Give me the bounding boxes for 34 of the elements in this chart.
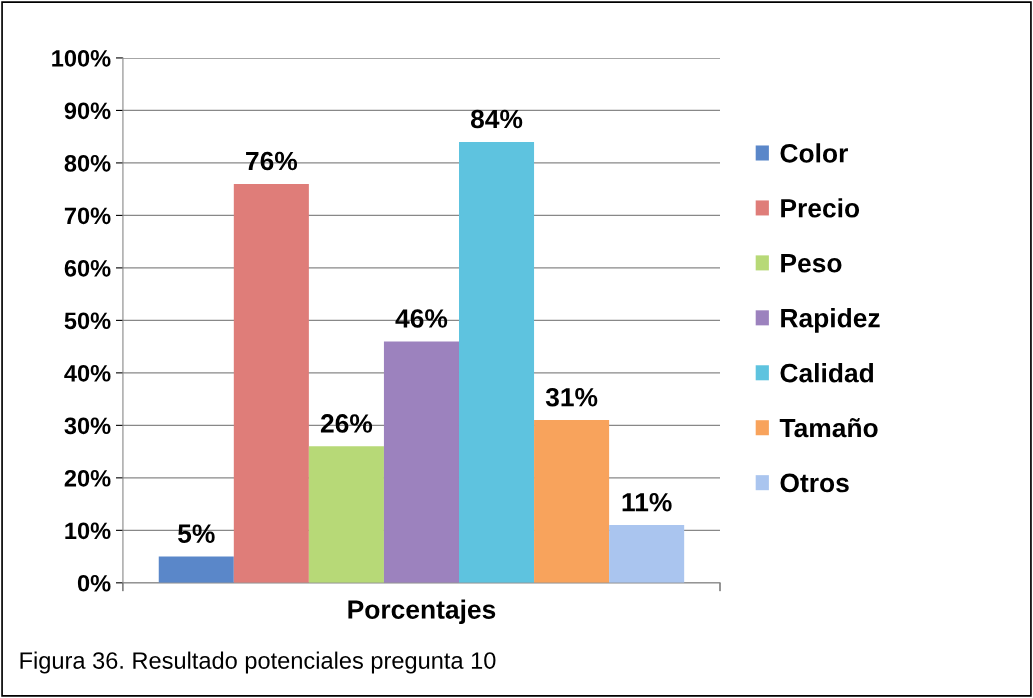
y-tick-label: 30% [64, 417, 111, 435]
y-tick-label: 90% [64, 102, 111, 120]
y-tick-label: 50% [64, 312, 111, 330]
data-label: 46% [395, 309, 448, 328]
text: Figura 36. Resultado potenciales pregunta 10 [20, 651, 496, 674]
y-tick-label: 60% [64, 259, 111, 277]
legend-label: Calidad [780, 363, 874, 383]
y-tick-label: 70% [64, 207, 111, 225]
data-label: 26% [320, 414, 373, 433]
data-label: 31% [545, 387, 598, 407]
bar [383, 341, 459, 583]
x-tick-label: Porcentajes [348, 599, 496, 625]
legend-label: Peso [781, 254, 842, 273]
bar [534, 420, 610, 583]
y-tick-label: 10% [65, 522, 111, 540]
legend-label: Tamaño [779, 418, 878, 438]
bar [308, 446, 384, 583]
data-label: 76% [246, 151, 298, 171]
y-tick-label: 20% [64, 469, 111, 487]
bar [233, 183, 309, 583]
y-tick-label: 0% [77, 574, 111, 592]
legend-label: Color [780, 143, 848, 163]
legend-label: Rapidez [781, 308, 880, 333]
y-tick-label: 80% [64, 154, 111, 172]
data-label: 84% [470, 109, 523, 129]
bar [158, 556, 234, 583]
y-tick-label: 40% [64, 364, 111, 382]
legend-label: Otros [780, 473, 849, 493]
data-label: 11% [622, 492, 672, 512]
legend-label: Precio [781, 198, 860, 218]
bar [458, 141, 535, 583]
bar [609, 525, 685, 583]
data-label: 5% [178, 524, 215, 544]
y-tick-label: 100% [52, 50, 111, 67]
